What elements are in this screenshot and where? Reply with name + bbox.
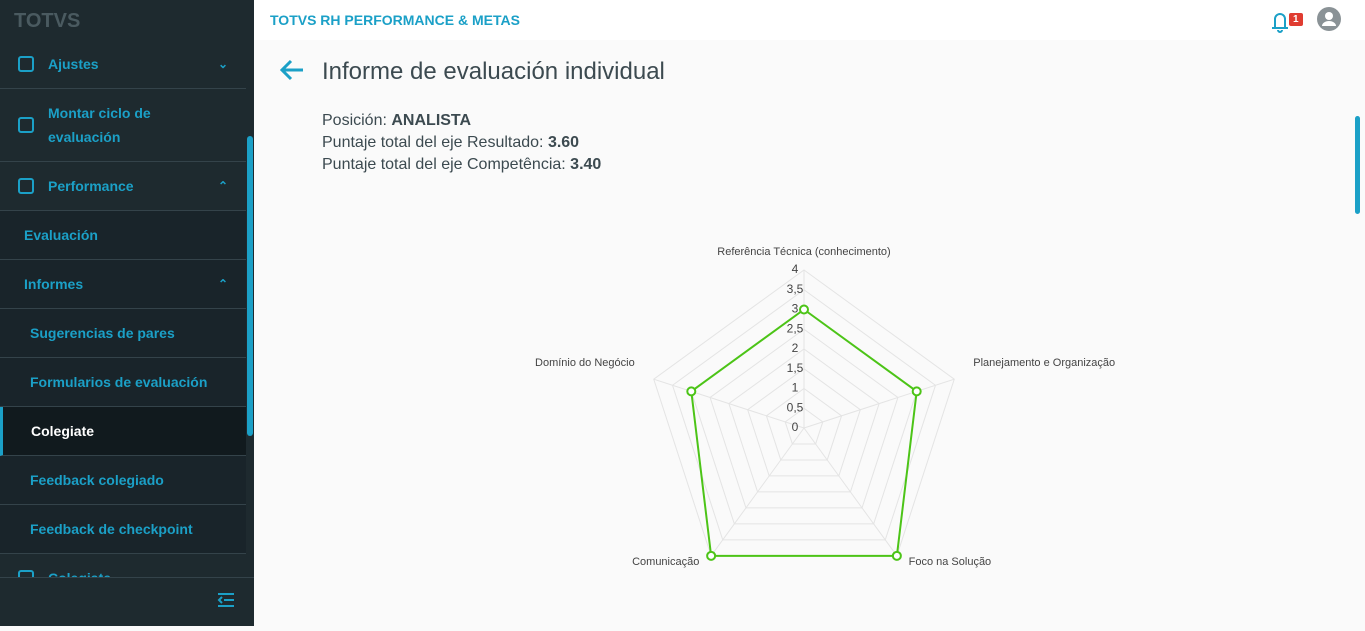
tick-label: 4 xyxy=(792,262,799,276)
menu-label: Performance xyxy=(48,178,134,194)
data-area xyxy=(690,308,918,557)
tick-label: 3 xyxy=(792,302,799,316)
chevron: ⌄ xyxy=(217,57,228,71)
bell-icon[interactable] xyxy=(1264,0,1324,40)
menu-label: Feedback colegiado xyxy=(30,472,164,488)
topbar: TOTVS RH PERFORMANCE & METAS 1 xyxy=(254,0,1365,40)
axis-line xyxy=(803,378,955,429)
axis-label: Comunicação xyxy=(632,556,699,568)
scrollbar[interactable] xyxy=(247,136,253,436)
chevron: ⌃ xyxy=(217,277,228,291)
grid-ring xyxy=(747,368,861,477)
tick-label: 2 xyxy=(792,341,799,355)
menu-label: Colegiate xyxy=(31,423,95,439)
menu-label: Montar ciclo de evaluación xyxy=(48,105,151,145)
tick-label: 1 xyxy=(792,381,799,395)
menu-label: Ajustes xyxy=(48,56,99,72)
info-label: Puntaje total del eje Resultado: xyxy=(322,134,544,151)
grid-ring xyxy=(671,289,937,541)
data-point xyxy=(911,386,922,397)
menu-icon xyxy=(18,178,34,194)
menu-item[interactable]: Performance ⌃ xyxy=(0,162,246,211)
collapse-bar[interactable] xyxy=(0,577,254,626)
menu-label: Informes xyxy=(24,276,84,292)
menu-item[interactable]: Sugerencias de pares xyxy=(0,309,246,358)
menu-label: Evaluación xyxy=(24,227,98,243)
info-label: Posición: xyxy=(322,112,387,129)
menu-label: Feedback de checkpoint xyxy=(30,521,193,537)
menu-icon xyxy=(18,117,34,133)
avatar[interactable] xyxy=(1316,6,1342,32)
tick-label: 2,5 xyxy=(787,321,804,335)
info-value: 3.40 xyxy=(570,156,602,173)
collapse-icon[interactable] xyxy=(0,578,254,626)
grid-ring xyxy=(784,407,824,445)
tick-label: 1,5 xyxy=(787,361,804,375)
grid-ring xyxy=(709,328,899,509)
logo: TOTVS xyxy=(14,10,81,32)
menu-item[interactable]: Feedback colegiado xyxy=(0,456,246,505)
page-title: Informe de evaluación individual xyxy=(322,58,665,85)
menu-item[interactable]: Colegiate xyxy=(0,407,246,456)
info-value: ANALISTA xyxy=(391,112,472,129)
menu-item[interactable]: Ajustes ⌄ xyxy=(0,40,246,89)
tick-label: 0,5 xyxy=(787,400,804,414)
chevron: ⌃ xyxy=(217,179,228,193)
menu-icon xyxy=(18,56,34,72)
data-point xyxy=(799,304,809,315)
page-scrollbar[interactable] xyxy=(1355,116,1360,214)
info-label: Puntaje total del eje Competência: xyxy=(322,156,566,173)
axis-line xyxy=(803,427,898,557)
notification-badge: 1 xyxy=(1289,13,1303,26)
back-arrow[interactable] xyxy=(278,56,308,86)
tick-label: 0 xyxy=(792,420,799,434)
menu-item[interactable]: Montar ciclo de evaluación xyxy=(0,89,246,162)
grid-ring xyxy=(728,348,880,493)
axis-label: Foco na Solução xyxy=(909,556,992,568)
info-line: Puntaje total del eje Competência: 3.40 xyxy=(322,156,601,174)
menu-label: Sugerencias de pares xyxy=(30,325,175,341)
data-point xyxy=(686,386,697,397)
info-line: Puntaje total del eje Resultado: 3.60 xyxy=(322,134,579,152)
menu-label: Formularios de evaluación xyxy=(30,374,208,390)
data-point xyxy=(891,550,902,561)
sidebar: TOTVS Ajustes ⌄ Montar ciclo de evaluación… xyxy=(0,0,254,626)
menu-item[interactable]: Evaluación xyxy=(0,211,246,260)
menu-item[interactable]: Formularios de evaluación xyxy=(0,358,246,407)
tick-label: 3,5 xyxy=(787,282,804,296)
menu-item[interactable]: Informes ⌃ xyxy=(0,260,246,309)
data-point xyxy=(706,550,717,561)
app-title: TOTVS RH PERFORMANCE & METAS xyxy=(270,12,520,28)
axis-line xyxy=(710,427,805,557)
info-value: 3.60 xyxy=(547,134,580,151)
grid-ring xyxy=(765,387,843,461)
axis-label: Referência Técnica (conhecimento) xyxy=(717,246,890,258)
axis-label: Domínio do Negócio xyxy=(535,357,635,369)
info-line: Posición: ANALISTA xyxy=(322,112,471,130)
axis-line xyxy=(653,378,805,429)
menu-item[interactable]: Feedback de checkpoint xyxy=(0,505,246,554)
axis-label: Planejamento e Organização xyxy=(973,357,1115,369)
